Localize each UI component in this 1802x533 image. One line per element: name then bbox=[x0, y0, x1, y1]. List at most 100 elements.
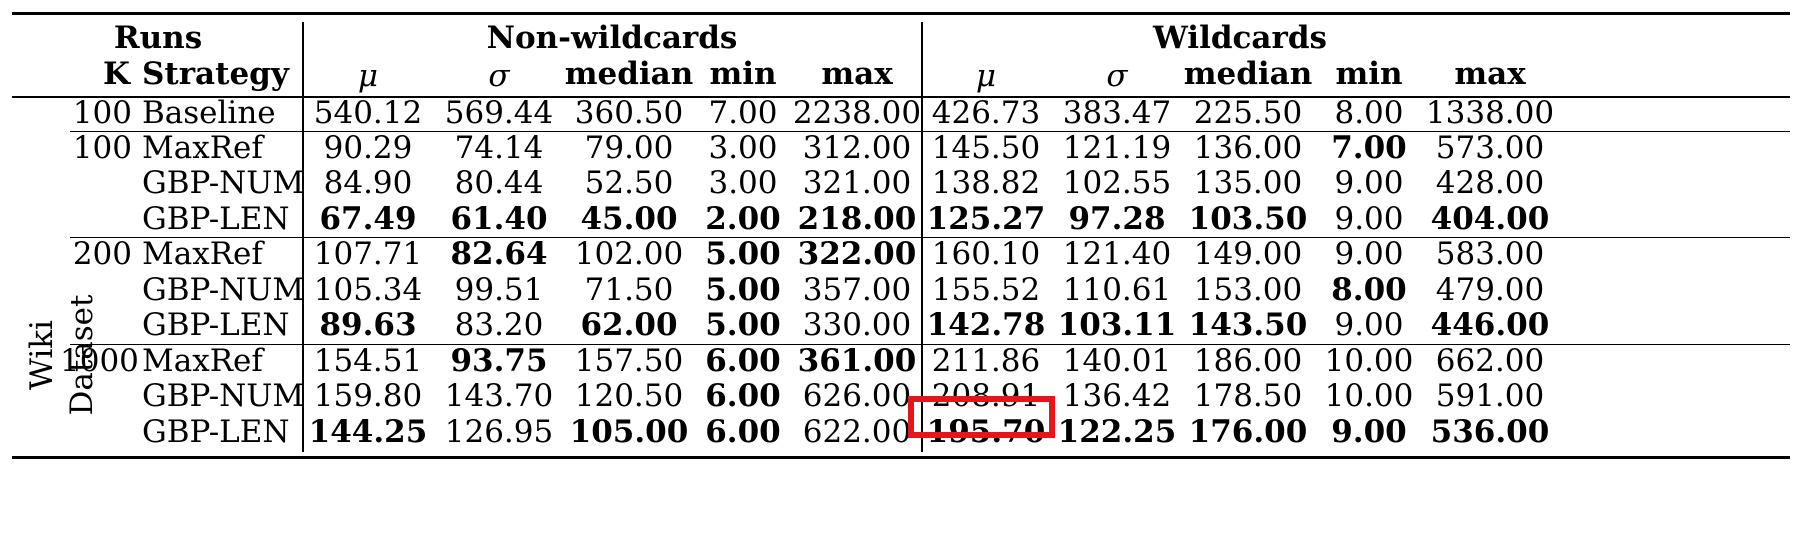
cell-w-median: 136.00 bbox=[1193, 130, 1303, 166]
row-strategy: GBP-NUM bbox=[142, 272, 305, 308]
bottom-rule bbox=[12, 456, 1790, 459]
cell-w-mu: 125.27 bbox=[926, 201, 1046, 237]
row-k-value: 100 bbox=[72, 130, 132, 166]
cell-nw-max: 218.00 bbox=[797, 201, 917, 237]
cell-nw-min: 7.00 bbox=[708, 95, 778, 131]
cell-w-median: 225.50 bbox=[1193, 95, 1303, 131]
cell-nw-mu: 144.25 bbox=[308, 414, 428, 450]
cell-nw-min: 6.00 bbox=[705, 378, 781, 414]
cell-nw-median: 157.50 bbox=[574, 343, 684, 379]
cell-w-min: 9.00 bbox=[1334, 165, 1404, 201]
cell-w-max: 591.00 bbox=[1435, 378, 1545, 414]
row-strategy: GBP-LEN bbox=[142, 414, 290, 450]
cell-nw-min: 5.00 bbox=[705, 272, 781, 308]
cell-w-median: 153.00 bbox=[1193, 272, 1303, 308]
row-strategy: MaxRef bbox=[142, 236, 263, 272]
cell-w-mu: 142.78 bbox=[926, 307, 1046, 343]
row-k-value bbox=[60, 412, 132, 452]
header-w-mu: μ bbox=[975, 58, 997, 94]
cell-nw-median: 45.00 bbox=[580, 201, 678, 237]
header-non-wildcards: Non-wildcards bbox=[486, 20, 738, 56]
row-k-value bbox=[60, 376, 132, 416]
cell-nw-sigma: 569.44 bbox=[444, 95, 554, 131]
cell-nw-sigma: 83.20 bbox=[454, 307, 544, 343]
cell-w-sigma: 140.01 bbox=[1062, 343, 1172, 379]
cell-nw-min: 6.00 bbox=[705, 414, 781, 450]
cell-nw-sigma: 99.51 bbox=[454, 272, 544, 308]
row-strategy: MaxRef bbox=[142, 130, 263, 166]
header-wildcards: Wildcards bbox=[1153, 20, 1327, 56]
cell-w-max: 662.00 bbox=[1435, 343, 1545, 379]
cell-w-min: 10.00 bbox=[1324, 343, 1414, 379]
cell-nw-mu: 89.63 bbox=[319, 307, 417, 343]
cell-nw-median: 105.00 bbox=[569, 414, 689, 450]
header-k: K bbox=[103, 56, 130, 92]
row-strategy: GBP-NUM bbox=[142, 378, 305, 414]
vline-between-groups bbox=[921, 22, 923, 452]
row-k-value bbox=[60, 305, 132, 345]
header-nw-mu: μ bbox=[357, 58, 379, 94]
highlight-box bbox=[908, 396, 1055, 438]
cell-w-min: 9.00 bbox=[1334, 236, 1404, 272]
cell-nw-max: 321.00 bbox=[802, 165, 912, 201]
top-rule bbox=[12, 12, 1790, 15]
cell-w-sigma: 121.19 bbox=[1062, 130, 1172, 166]
cell-w-sigma: 110.61 bbox=[1062, 272, 1172, 308]
cell-nw-sigma: 126.95 bbox=[444, 414, 554, 450]
cell-nw-sigma: 82.64 bbox=[450, 236, 548, 272]
cell-nw-mu: 90.29 bbox=[323, 130, 413, 166]
cell-w-min: 7.00 bbox=[1331, 130, 1407, 166]
cell-w-mu: 155.52 bbox=[931, 272, 1041, 308]
cell-nw-min: 3.00 bbox=[708, 130, 778, 166]
cell-w-max: 404.00 bbox=[1430, 201, 1550, 237]
row-strategy: GBP-NUM bbox=[142, 165, 305, 201]
cell-w-min: 8.00 bbox=[1334, 95, 1404, 131]
cell-w-mu: 138.82 bbox=[931, 165, 1041, 201]
cell-nw-max: 2238.00 bbox=[792, 95, 922, 131]
cell-w-min: 9.00 bbox=[1331, 414, 1407, 450]
header-nw-sigma: σ bbox=[488, 58, 510, 94]
header-strategy: Strategy bbox=[142, 56, 289, 92]
header-w-median: median bbox=[1183, 56, 1313, 92]
cell-nw-sigma: 61.40 bbox=[450, 201, 548, 237]
row-strategy: MaxRef bbox=[142, 343, 263, 379]
cell-w-median: 143.50 bbox=[1188, 307, 1308, 343]
row-strategy: GBP-LEN bbox=[142, 201, 290, 237]
cell-nw-max: 622.00 bbox=[802, 414, 912, 450]
cell-w-sigma: 102.55 bbox=[1062, 165, 1172, 201]
vline-after-strategy bbox=[302, 22, 304, 452]
cell-w-mu: 426.73 bbox=[931, 95, 1041, 131]
cell-w-median: 103.50 bbox=[1188, 201, 1308, 237]
cell-w-sigma: 136.42 bbox=[1062, 378, 1172, 414]
cell-w-mu: 160.10 bbox=[931, 236, 1041, 272]
row-k-value bbox=[60, 270, 132, 310]
cell-nw-max: 626.00 bbox=[802, 378, 912, 414]
cell-w-sigma: 121.40 bbox=[1062, 236, 1172, 272]
cell-nw-mu: 84.90 bbox=[323, 165, 413, 201]
header-nw-max: max bbox=[821, 56, 893, 92]
cell-nw-sigma: 74.14 bbox=[454, 130, 544, 166]
header-w-max: max bbox=[1454, 56, 1526, 92]
group-rule-k100 bbox=[70, 131, 1790, 132]
cell-w-median: 176.00 bbox=[1188, 414, 1308, 450]
row-k-value: 200 bbox=[72, 236, 132, 272]
cell-w-median: 178.50 bbox=[1193, 378, 1303, 414]
cell-nw-min: 2.00 bbox=[705, 201, 781, 237]
header-rule bbox=[12, 96, 1790, 98]
cell-nw-sigma: 143.70 bbox=[444, 378, 554, 414]
row-strategy: Baseline bbox=[142, 95, 276, 131]
cell-w-median: 149.00 bbox=[1193, 236, 1303, 272]
cell-nw-max: 322.00 bbox=[797, 236, 917, 272]
header-w-sigma: σ bbox=[1106, 58, 1128, 94]
cell-w-max: 446.00 bbox=[1430, 307, 1550, 343]
cell-nw-max: 357.00 bbox=[802, 272, 912, 308]
dataset-label: Wiki Dataset bbox=[24, 294, 100, 416]
cell-nw-mu: 67.49 bbox=[319, 201, 417, 237]
cell-w-sigma: 122.25 bbox=[1057, 414, 1177, 450]
cell-nw-max: 330.00 bbox=[802, 307, 912, 343]
cell-nw-median: 62.00 bbox=[580, 307, 678, 343]
row-k-value bbox=[60, 199, 132, 239]
cell-nw-min: 3.00 bbox=[708, 165, 778, 201]
cell-nw-min: 5.00 bbox=[705, 307, 781, 343]
header-w-min: min bbox=[1335, 56, 1403, 92]
